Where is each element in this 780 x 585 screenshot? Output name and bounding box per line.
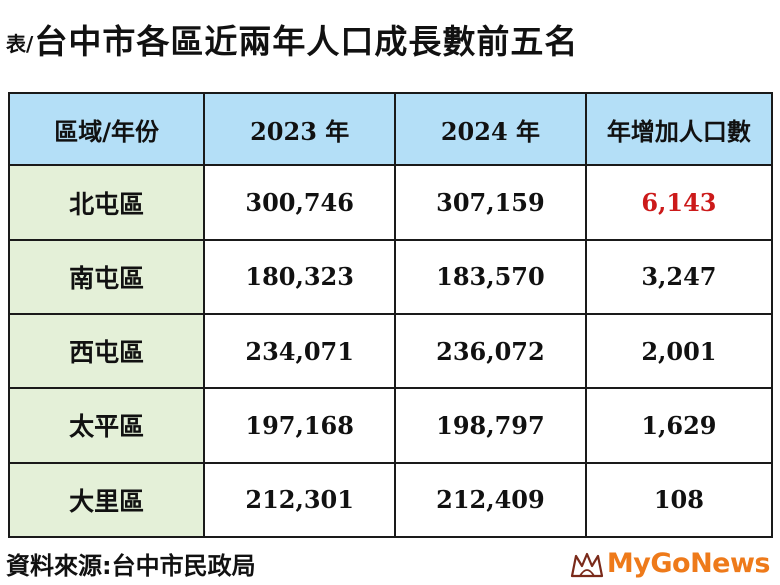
value-2023-cell: 197,168 [203, 387, 397, 464]
source-note: 資料來源:台中市民政局 [6, 552, 256, 580]
increase-cell: 1,629 [584, 387, 774, 464]
table-header-row: 區域/年份 2023 年 2024 年 年增加人口數 [7, 91, 774, 167]
increase-cell: 108 [584, 461, 774, 539]
table-row: 大里區 212,301 212,409 108 [7, 461, 774, 539]
value-2024-cell: 183,570 [394, 238, 587, 315]
header-region-year: 區域/年份 [7, 91, 206, 167]
page-title: 表/ 台中市各區近兩年人口成長數前五名 [6, 8, 578, 58]
table-row: 南屯區 180,323 183,570 3,247 [7, 238, 774, 315]
value-2024-cell: 307,159 [394, 164, 587, 241]
header-2023: 2023 年 [203, 91, 397, 167]
value-2024-cell: 198,797 [394, 387, 587, 464]
table-row: 太平區 197,168 198,797 1,629 [7, 387, 774, 464]
increase-cell: 3,247 [584, 238, 774, 315]
table-row: 北屯區 300,746 307,159 6,143 [7, 164, 774, 241]
mygonews-logo-icon [570, 552, 603, 577]
title-main: 台中市各區近兩年人口成長數前五名 [34, 22, 579, 61]
district-cell: 太平區 [7, 387, 206, 464]
population-table: 區域/年份 2023 年 2024 年 年增加人口數 北屯區 300,746 3… [7, 91, 774, 539]
header-2024: 2024 年 [394, 91, 587, 167]
table-row: 西屯區 234,071 236,072 2,001 [7, 312, 774, 390]
district-cell: 南屯區 [7, 238, 206, 315]
value-2024-cell: 236,072 [394, 312, 587, 390]
mygonews-logo: MyGoNews [570, 548, 771, 579]
logo-wordmark: MyGoNews [606, 548, 771, 579]
district-cell: 大里區 [7, 461, 206, 539]
increase-cell: 2,001 [584, 312, 774, 390]
increase-cell: 6,143 [584, 164, 774, 241]
header-annual-increase: 年增加人口數 [584, 91, 774, 167]
value-2023-cell: 212,301 [203, 461, 397, 539]
district-cell: 西屯區 [7, 312, 206, 390]
value-2023-cell: 180,323 [203, 238, 397, 315]
district-cell: 北屯區 [7, 164, 206, 241]
value-2023-cell: 234,071 [203, 312, 397, 390]
title-prefix: 表/ [6, 32, 34, 56]
value-2024-cell: 212,409 [394, 461, 587, 539]
value-2023-cell: 300,746 [203, 164, 397, 241]
